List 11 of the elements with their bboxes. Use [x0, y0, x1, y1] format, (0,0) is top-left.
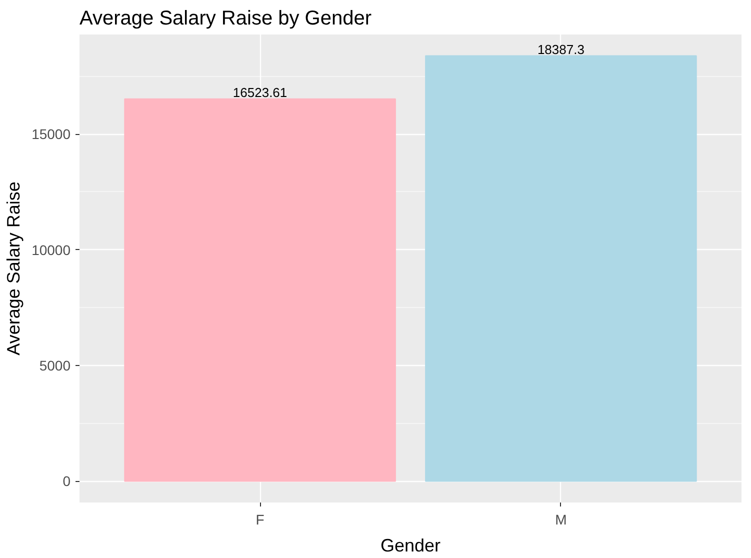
y-tick-label: 5000 — [39, 358, 71, 374]
chart-title: Average Salary Raise by Gender — [80, 8, 372, 30]
x-axis-title: Gender — [380, 536, 441, 556]
y-tick-label: 0 — [62, 473, 71, 490]
y-tick-label: 10000 — [32, 242, 71, 258]
data-label: 18387.3 — [537, 42, 584, 57]
x-tick-label: F — [256, 512, 264, 528]
y-tick-label: 15000 — [32, 126, 71, 142]
x-tick-label: M — [555, 512, 567, 528]
y-axis-title: Average Salary Raise — [4, 182, 24, 356]
data-label: 16523.61 — [232, 84, 288, 100]
